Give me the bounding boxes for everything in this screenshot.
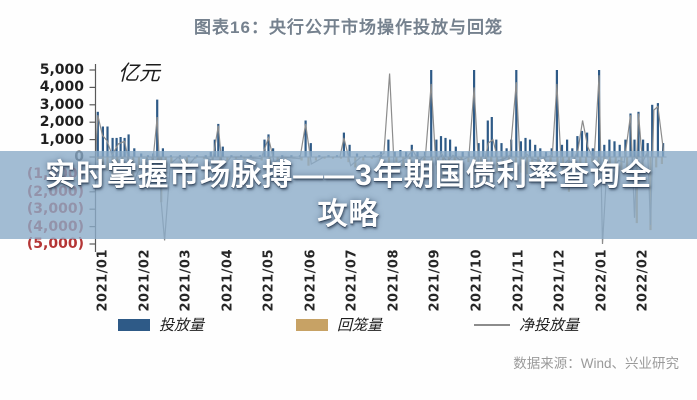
y-tick-label: 3,000: [39, 96, 84, 113]
bar-投放量: [598, 70, 601, 157]
bar-投放量: [566, 139, 569, 157]
legend-label: 回笼量: [336, 316, 382, 334]
y-tick-label: (5,000): [26, 236, 84, 252]
bar-投放量: [560, 144, 564, 157]
bar-投放量: [624, 139, 627, 157]
bar-投放量: [439, 136, 443, 157]
bar-投放量: [618, 144, 621, 157]
x-tick-label: 2021/07: [344, 248, 360, 312]
bar-投放量: [646, 143, 649, 157]
bar-投放量: [119, 137, 122, 157]
bar-投放量: [528, 139, 532, 157]
x-tick-label: 2021/01: [95, 248, 111, 312]
legend-swatch-rect: [117, 318, 150, 331]
x-tick-label: 2021/12: [552, 248, 568, 312]
data-source-note: 数据来源：Wind、兴业研究: [513, 356, 679, 371]
x-tick-label: 2021/10: [469, 248, 485, 312]
x-tick-label: 2021/06: [303, 248, 319, 312]
bar-投放量: [629, 113, 632, 157]
bar-投放量: [603, 144, 606, 157]
bar-投放量: [576, 136, 579, 157]
bar-投放量: [608, 139, 611, 157]
bar-投放量: [651, 104, 654, 157]
y-tick-label: 2,000: [39, 114, 84, 131]
bar-投放量: [309, 143, 312, 157]
bar-投放量: [123, 137, 126, 157]
bar-投放量: [387, 139, 390, 157]
y-tick-label: 5,000: [39, 62, 84, 78]
headline-overlay-banner: 实时掌握市场脉搏——3年期国债利率查询全 攻略: [0, 151, 697, 239]
bar-投放量: [519, 141, 522, 157]
bar-投放量: [473, 70, 476, 157]
bar-投放量: [430, 70, 433, 157]
x-tick-label: 2021/02: [137, 248, 153, 312]
bar-投放量: [444, 137, 447, 157]
legend-label: 净投放量: [519, 316, 580, 334]
bar-投放量: [267, 134, 270, 157]
chart-legend: 投放量 回笼量 净投放量: [0, 314, 697, 335]
x-tick-label: 2022/01: [594, 248, 610, 312]
bar-投放量: [477, 143, 480, 157]
x-tick-label: 2022/02: [635, 248, 651, 312]
x-tick-label: 2021/11: [511, 248, 526, 312]
bar-投放量: [642, 139, 645, 157]
bar-投放量: [449, 139, 452, 157]
bar-投放量: [555, 70, 558, 157]
y-tick-label: 1,000: [39, 131, 84, 148]
bar-投放量: [486, 120, 489, 157]
bar-投放量: [435, 139, 438, 157]
legend-label: 投放量: [158, 316, 204, 334]
bar-投放量: [495, 139, 498, 157]
bar-投放量: [580, 130, 584, 157]
x-tick-label: 2021/08: [386, 248, 402, 312]
bar-投放量: [490, 117, 493, 157]
bar-投放量: [304, 120, 307, 157]
bar-投放量: [524, 137, 527, 157]
legend-item-1: 回笼量: [295, 314, 382, 335]
x-tick-label: 2021/03: [178, 248, 194, 312]
x-tick-label: 2021/04: [220, 248, 236, 312]
legend-swatch-line: [474, 323, 510, 326]
bar-投放量: [348, 144, 351, 157]
y-axis-unit-label: 亿元: [118, 61, 160, 85]
bar-投放量: [515, 70, 518, 157]
legend-swatch-rect: [295, 318, 328, 331]
bar-投放量: [96, 111, 99, 157]
bar-投放量: [127, 134, 130, 157]
headline-text-line-2: 攻略: [317, 198, 380, 231]
bar-投放量: [500, 143, 503, 157]
bar-投放量: [342, 132, 345, 157]
headline-text-line-1: 实时掌握市场脉搏——3年期国债利率查询全: [45, 159, 652, 192]
x-tick-label: 2021/09: [427, 248, 443, 312]
legend-item-2: 净投放量: [474, 314, 579, 335]
bar-投放量: [637, 111, 640, 157]
chart-title: 图表16：央行公开市场操作投放与回笼: [194, 18, 503, 37]
bar-投放量: [101, 126, 104, 157]
y-tick-label: 4,000: [39, 79, 84, 96]
bar-投放量: [482, 139, 485, 157]
bar-投放量: [656, 103, 659, 157]
bar-投放量: [217, 123, 220, 157]
x-tick-label: 2021/05: [261, 248, 277, 312]
bar-投放量: [613, 141, 616, 157]
legend-item-0: 投放量: [117, 314, 204, 335]
bar-投放量: [534, 144, 537, 157]
bar-投放量: [633, 139, 636, 157]
bar-投放量: [111, 137, 114, 157]
